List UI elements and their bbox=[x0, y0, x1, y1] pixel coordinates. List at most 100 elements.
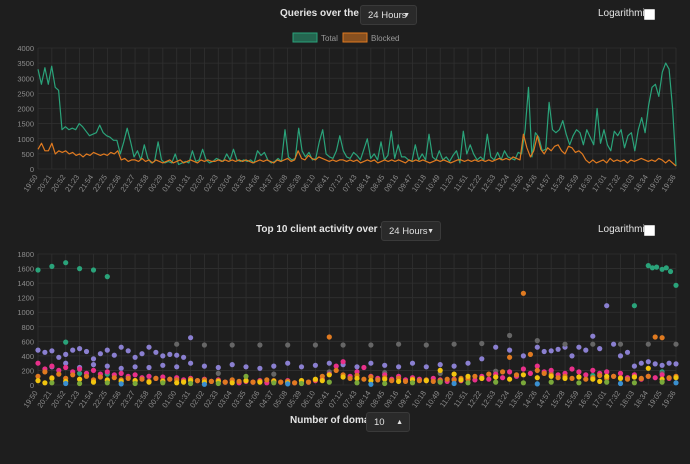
client-point-4 bbox=[638, 375, 644, 381]
client-point-5 bbox=[42, 380, 48, 386]
clients-chart: 02004006008001000120014001600180019:5020… bbox=[17, 250, 679, 410]
client-point-5 bbox=[354, 375, 360, 381]
y-tick-label: 800 bbox=[21, 323, 34, 332]
client-point-3 bbox=[333, 363, 339, 369]
client-point-1 bbox=[368, 360, 374, 366]
legend-swatch bbox=[292, 32, 318, 43]
client-point-4 bbox=[326, 334, 332, 340]
client-point-0 bbox=[645, 263, 651, 269]
client-point-5 bbox=[257, 379, 263, 385]
client-point-1 bbox=[35, 347, 41, 353]
client-point-1 bbox=[451, 363, 457, 369]
client-point-2 bbox=[257, 342, 263, 348]
client-point-0 bbox=[667, 268, 674, 275]
client-point-0 bbox=[77, 266, 83, 272]
client-point-5 bbox=[576, 374, 582, 380]
client-point-4 bbox=[368, 374, 374, 380]
client-point-5 bbox=[35, 378, 41, 384]
client-point-4 bbox=[375, 377, 381, 383]
clients-log-label: Logarithmic bbox=[598, 224, 650, 235]
client-point-5 bbox=[174, 380, 180, 386]
client-point-3 bbox=[49, 363, 55, 369]
client-point-2 bbox=[479, 340, 485, 347]
client-point-5 bbox=[396, 378, 402, 384]
client-point-1 bbox=[382, 362, 388, 368]
client-point-1 bbox=[576, 344, 582, 350]
clients-range-select[interactable]: 24 Hours ▼ bbox=[381, 221, 441, 241]
queries-range-select[interactable]: 24 Hours ▼ bbox=[360, 5, 417, 25]
client-point-4 bbox=[361, 376, 367, 382]
client-point-2 bbox=[451, 341, 457, 347]
client-point-1 bbox=[188, 335, 194, 341]
client-point-7 bbox=[673, 380, 679, 386]
legend-swatch bbox=[342, 32, 368, 43]
client-point-0 bbox=[63, 339, 69, 345]
client-point-5 bbox=[423, 378, 429, 384]
client-point-1 bbox=[83, 348, 90, 355]
legend-label: Total bbox=[321, 34, 338, 43]
client-point-5 bbox=[479, 375, 485, 381]
client-point-1 bbox=[243, 364, 249, 370]
client-point-3 bbox=[132, 372, 138, 378]
client-point-4 bbox=[541, 370, 547, 376]
client-point-3 bbox=[361, 364, 367, 371]
client-point-4 bbox=[555, 375, 561, 381]
y-tick-label: 1500 bbox=[17, 120, 34, 129]
client-point-3 bbox=[56, 367, 62, 373]
queries-log-checkbox[interactable] bbox=[644, 9, 655, 20]
client-point-5 bbox=[326, 372, 332, 378]
caret-up-icon: ▲ bbox=[396, 419, 403, 426]
client-point-4 bbox=[208, 378, 214, 384]
client-point-3 bbox=[354, 369, 360, 375]
queries-range-value: 24 Hours bbox=[368, 10, 407, 21]
client-point-4 bbox=[236, 378, 242, 384]
client-point-1 bbox=[645, 359, 651, 365]
client-point-6 bbox=[243, 373, 249, 379]
client-point-4 bbox=[347, 375, 353, 381]
y-tick-label: 2000 bbox=[17, 105, 34, 114]
client-point-4 bbox=[278, 379, 284, 385]
client-point-1 bbox=[97, 351, 103, 357]
client-point-6 bbox=[326, 379, 332, 385]
client-point-5 bbox=[590, 376, 596, 382]
client-point-0 bbox=[63, 260, 69, 266]
client-point-4 bbox=[534, 367, 540, 373]
domains-count-value: 10 bbox=[374, 417, 385, 428]
client-point-6 bbox=[520, 380, 527, 386]
client-point-1 bbox=[104, 347, 110, 353]
client-point-2 bbox=[534, 338, 540, 344]
client-point-3 bbox=[340, 359, 346, 365]
client-point-1 bbox=[229, 362, 235, 368]
clients-log-checkbox[interactable] bbox=[644, 225, 655, 236]
y-tick-label: 0 bbox=[30, 165, 34, 174]
client-point-3 bbox=[583, 372, 589, 378]
client-point-0 bbox=[35, 267, 41, 273]
client-point-4 bbox=[486, 371, 492, 377]
client-point-4 bbox=[451, 377, 457, 383]
client-point-1 bbox=[188, 360, 194, 366]
client-point-1 bbox=[409, 360, 416, 366]
clients-range-value: 24 Hours bbox=[389, 226, 428, 237]
client-point-1 bbox=[146, 344, 152, 350]
client-point-5 bbox=[229, 380, 235, 386]
client-point-1 bbox=[63, 360, 69, 366]
client-point-1 bbox=[70, 347, 76, 353]
client-point-4 bbox=[153, 375, 159, 381]
legend-label: Blocked bbox=[371, 34, 399, 43]
queries-chart: 0500100015002000250030003500400019:5020:… bbox=[17, 32, 678, 194]
client-point-1 bbox=[63, 351, 69, 357]
client-point-1 bbox=[90, 362, 97, 368]
client-point-5 bbox=[90, 379, 97, 385]
client-point-4 bbox=[507, 354, 513, 360]
client-point-1 bbox=[118, 344, 124, 350]
client-point-1 bbox=[174, 352, 180, 358]
client-point-0 bbox=[659, 266, 665, 272]
client-point-1 bbox=[583, 347, 589, 353]
client-point-7 bbox=[63, 380, 69, 387]
client-point-6 bbox=[160, 380, 166, 386]
domains-count-select[interactable]: 10 ▲ bbox=[366, 412, 410, 432]
client-point-3 bbox=[160, 374, 166, 380]
client-point-3 bbox=[104, 369, 110, 375]
client-point-4 bbox=[527, 351, 534, 357]
client-point-7 bbox=[201, 381, 207, 387]
